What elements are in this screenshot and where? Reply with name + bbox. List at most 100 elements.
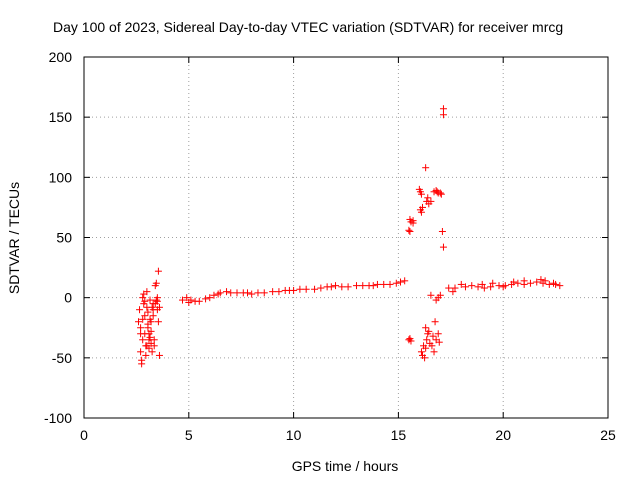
data-point [152, 296, 160, 304]
data-point [526, 279, 534, 287]
data-point [499, 283, 507, 291]
data-point [144, 308, 152, 316]
data-point [495, 282, 503, 290]
data-point [423, 336, 431, 344]
y-tick-label: 50 [56, 230, 72, 246]
y-tick-label: 200 [49, 49, 73, 65]
plot-area-frame [83, 56, 609, 419]
data-point [185, 298, 193, 306]
data-point [148, 348, 156, 356]
data-point [480, 284, 488, 292]
data-point [422, 324, 430, 332]
data-point [373, 280, 381, 288]
data-point [451, 284, 459, 292]
data-point [195, 297, 203, 305]
data-point [155, 303, 163, 311]
y-tick-label: -50 [52, 350, 72, 366]
data-point [489, 279, 497, 287]
data-point [141, 297, 149, 305]
data-point [139, 315, 147, 323]
data-point [537, 276, 545, 284]
data-point [520, 277, 528, 285]
data-points [134, 105, 564, 368]
data-point [439, 105, 447, 113]
data-point [327, 283, 335, 291]
data-point [417, 208, 425, 216]
data-point [153, 297, 161, 305]
data-point [514, 279, 522, 287]
data-point [296, 285, 304, 293]
x-tick-label: 0 [80, 427, 88, 443]
data-point [439, 243, 447, 251]
data-point [428, 342, 436, 350]
data-point [137, 324, 145, 332]
data-point [144, 324, 152, 332]
data-point [338, 283, 346, 291]
x-tick-label: 20 [495, 427, 511, 443]
data-point [445, 284, 453, 292]
data-point [449, 288, 457, 296]
data-point [422, 164, 430, 172]
data-point [332, 282, 340, 290]
data-point [148, 303, 156, 311]
data-point [419, 203, 427, 211]
data-point [136, 306, 144, 314]
data-point [302, 285, 310, 293]
data-point [417, 348, 425, 356]
data-point [254, 289, 262, 297]
data-point [433, 188, 441, 196]
y-axis-ticks: -100 -50 0 50 100 150 200 [44, 49, 608, 426]
data-point [405, 226, 413, 234]
data-point [210, 291, 218, 299]
data-point [409, 219, 417, 227]
data-point [474, 283, 482, 291]
data-point [427, 197, 435, 205]
data-point [317, 284, 325, 292]
data-point [142, 351, 150, 359]
data-point [285, 286, 293, 294]
data-point [386, 280, 394, 288]
data-point [545, 280, 553, 288]
data-point [311, 285, 319, 293]
data-point [143, 288, 151, 296]
x-tick-label: 25 [600, 427, 616, 443]
data-point [154, 318, 162, 326]
data-point [141, 312, 149, 320]
data-point [369, 282, 377, 290]
y-axis-label: SDTVAR / TECUs [6, 182, 22, 294]
data-point [396, 278, 404, 286]
data-point [406, 335, 414, 343]
chart-title: Day 100 of 2023, Sidereal Day-to-day VTE… [53, 19, 563, 35]
data-point [359, 282, 367, 290]
x-tick-label: 10 [286, 427, 302, 443]
data-point [380, 280, 388, 288]
data-point [434, 330, 442, 338]
data-point [421, 354, 429, 362]
data-point [214, 290, 222, 298]
data-point [146, 296, 154, 304]
data-point [248, 290, 256, 298]
data-point [461, 283, 469, 291]
data-point [269, 288, 277, 296]
x-tick-label: 5 [185, 427, 193, 443]
x-tick-label: 15 [391, 427, 407, 443]
data-point [150, 336, 158, 344]
data-point [206, 294, 214, 302]
data-point [392, 279, 400, 287]
data-point [556, 282, 564, 290]
data-point [134, 318, 142, 326]
y-tick-label: -100 [44, 410, 72, 426]
data-point [139, 336, 147, 344]
grid-lines [84, 57, 608, 418]
data-point [429, 332, 437, 340]
data-point [143, 342, 151, 350]
data-point [478, 280, 486, 288]
data-point [137, 330, 145, 338]
y-tick-label: 150 [49, 109, 73, 125]
data-point [425, 327, 433, 335]
data-point [260, 289, 268, 297]
data-point [431, 318, 439, 326]
data-point [510, 278, 518, 286]
data-point [149, 312, 157, 320]
data-point [406, 227, 414, 235]
